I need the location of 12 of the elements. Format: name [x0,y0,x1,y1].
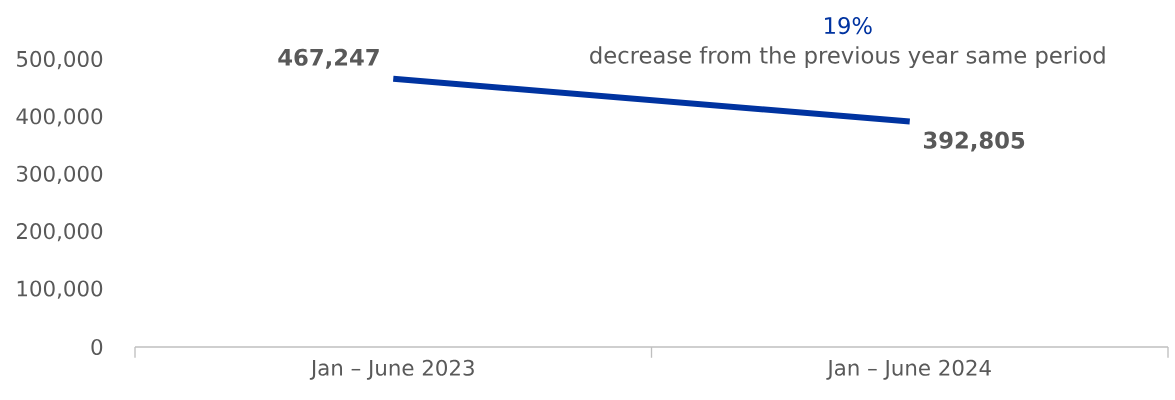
y-tick-label: 300,000 [17,165,103,184]
y-tick-label: 200,000 [16,223,103,242]
y-tick-label: 500,000 [17,50,103,70]
y-tick-label: 100,000 [17,280,103,299]
x-tick-label: Jan – June 2024 [826,359,991,380]
data-label: 467,247 [278,48,379,69]
annotation: decrease from the previous year same period [590,46,1105,69]
x-tick-label: Jan – June 2023 [309,359,474,380]
data-label: 392,805 [923,131,1025,152]
y-tick-label: 400,000 [16,108,103,127]
text: 19% [825,16,872,35]
y-tick-label: 0 [91,338,103,356]
